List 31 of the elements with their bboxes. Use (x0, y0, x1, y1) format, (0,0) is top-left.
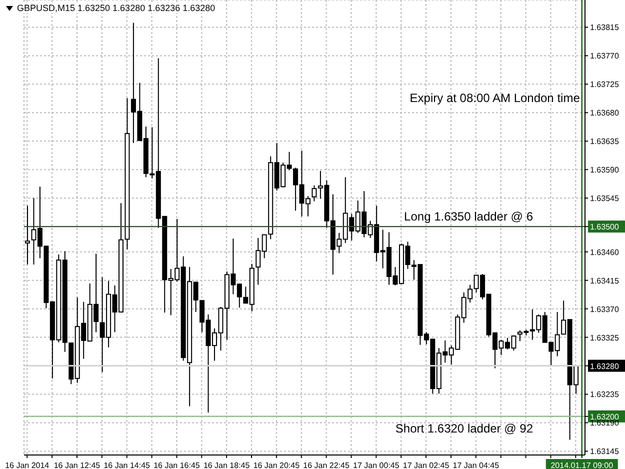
x-tick-label: 16 Jan 22:45 (303, 461, 350, 469)
x-tick-label: 16 Jan 2014 (5, 461, 50, 469)
y-tick-label: 1.63545 (590, 194, 620, 204)
y-tick-label: 1.63725 (590, 80, 620, 90)
y-tick-label: 1.63370 (590, 304, 620, 314)
candlestick (25, 205, 30, 266)
x-tick-label: 17 Jan 00:45 (353, 461, 400, 469)
y-tick-label: 1.63770 (590, 52, 620, 61)
y-tick-label: 1.63325 (590, 333, 620, 342)
y-tick-label: 1.63635 (590, 137, 620, 146)
x-tick-label: 16 Jan 14:45 (104, 461, 151, 469)
x-tick-label: 16 Jan 16:45 (154, 461, 200, 469)
ref-line-label: Long 1.6350 ladder @ 6 (404, 210, 534, 224)
chart-title: GBPUSD,M15 1.63250 1.63280 1.63236 1.63280 (17, 3, 216, 13)
y-tick-label: 1.63280 (590, 362, 620, 371)
y-tick-label: 1.63460 (590, 248, 620, 257)
x-tick-label: 17 Jan 02:45 (402, 461, 450, 469)
y-tick-label: 1.63680 (590, 108, 620, 118)
x-tick-label: 17 Jan 04:45 (452, 461, 500, 469)
ref-line-label: Short 1.6320 ladder @ 92 (395, 421, 534, 436)
x-tick-label: 16 Jan 20:45 (253, 461, 300, 469)
y-tick-label: 1.63815 (590, 23, 620, 32)
y-tick-label: 1.63590 (590, 166, 620, 175)
y-tick-label: 1.63415 (590, 276, 620, 286)
y-tick-label: 1.63500 (590, 222, 620, 232)
x-tick-label: 16 Jan 18:45 (203, 461, 250, 469)
y-tick-label: 1.63145 (590, 447, 620, 456)
x-tick-label: 2014.01.17 09:00 (550, 461, 614, 469)
x-tick-label: 16 Jan 12:45 (54, 461, 101, 469)
ref-line-label: Expiry at 08:00 AM London time (410, 91, 580, 105)
y-tick-label: 1.63235 (590, 390, 620, 400)
